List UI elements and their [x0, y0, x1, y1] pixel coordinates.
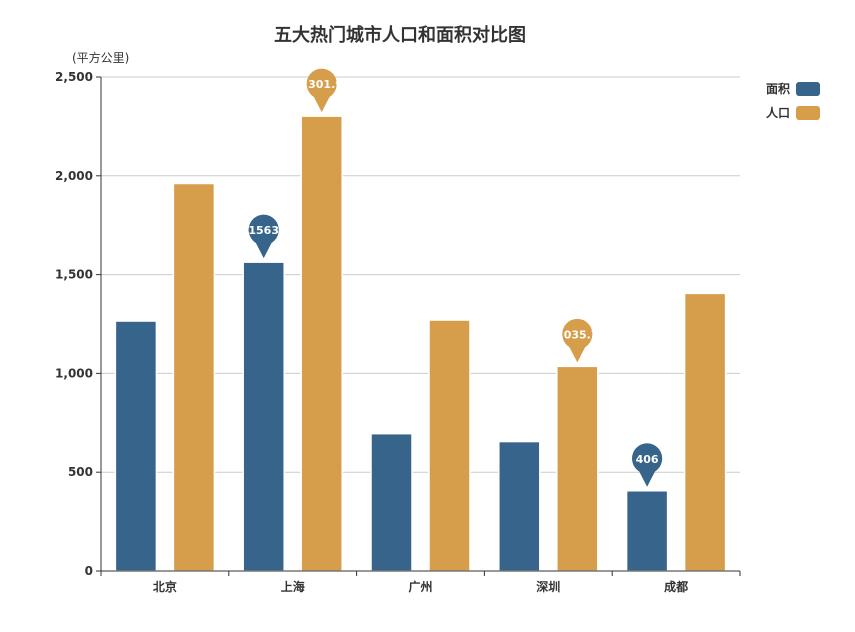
pin-label: 2301.9: [300, 78, 342, 91]
y-tick-label: 1,000: [55, 366, 93, 380]
pin-label: 1035.7: [556, 328, 598, 341]
y-axis-unit: (平方公里): [72, 50, 129, 65]
y-tick-label: 2,500: [55, 70, 93, 84]
bar-population[interactable]: [685, 293, 726, 571]
bar-population[interactable]: [301, 116, 342, 571]
bar-area[interactable]: [371, 434, 412, 571]
bar-population[interactable]: [557, 366, 598, 571]
value-pin: 406: [632, 443, 662, 487]
bar-area[interactable]: [243, 262, 284, 571]
bar-area[interactable]: [499, 442, 540, 571]
x-tick-label: 深圳: [536, 579, 560, 594]
legend-swatch[interactable]: [796, 82, 820, 96]
pin-label: 1563: [248, 224, 279, 237]
legend-label: 面积: [766, 81, 790, 96]
x-tick-label: 北京: [153, 579, 177, 594]
y-tick-label: 2,000: [55, 169, 93, 183]
bar-population[interactable]: [173, 184, 214, 571]
bar-area[interactable]: [115, 321, 156, 571]
value-pin: 1563: [248, 215, 279, 259]
chart-title: 五大热门城市人口和面积对比图: [274, 24, 526, 46]
bars: [115, 116, 725, 571]
legend-swatch[interactable]: [796, 106, 820, 120]
legend-label: 人口: [766, 105, 790, 120]
x-tick-label: 成都: [664, 579, 688, 594]
x-axis-ticks: 北京 上海 广州 深圳 成都: [101, 571, 740, 594]
y-tick-label: 500: [68, 465, 93, 479]
y-tick-label: 0: [85, 564, 93, 578]
bar-area[interactable]: [627, 491, 668, 571]
value-pin: 1035.7: [556, 319, 598, 363]
pin-label: 406: [636, 453, 659, 466]
value-pin: 2301.9: [300, 69, 342, 113]
x-tick-label: 广州: [408, 579, 432, 594]
bar-population[interactable]: [429, 320, 470, 571]
y-axis-ticks: 0 500 1,000 1,500 2,000 2,500: [55, 70, 101, 578]
x-tick-label: 上海: [281, 579, 305, 594]
y-tick-label: 1,500: [55, 268, 93, 282]
